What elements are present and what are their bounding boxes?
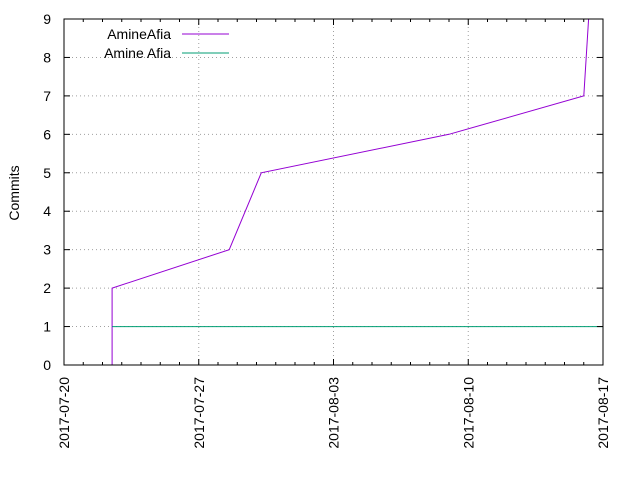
y-tick-label: 7 bbox=[43, 88, 51, 104]
y-tick-label: 2 bbox=[43, 280, 51, 296]
y-axis-title: Commits bbox=[6, 165, 22, 220]
legend: AmineAfia Amine Afia bbox=[104, 26, 229, 61]
y-tick-label: 0 bbox=[43, 357, 51, 373]
y-tick-label: 4 bbox=[43, 203, 51, 219]
x-tick-label: 2017-08-17 bbox=[595, 377, 611, 449]
series-lines bbox=[111, 18, 603, 365]
grid-lines bbox=[64, 19, 603, 365]
y-tick-label: 9 bbox=[43, 11, 51, 27]
x-tick-label: 2017-08-03 bbox=[326, 377, 342, 449]
y-tick-label: 5 bbox=[43, 165, 51, 181]
y-tick-label: 1 bbox=[43, 319, 51, 335]
y-tick-label: 3 bbox=[43, 242, 51, 258]
y-tick-label: 8 bbox=[43, 49, 51, 65]
x-tick-label: 2017-08-10 bbox=[460, 377, 476, 449]
axis-ticks: 0 1 2 3 4 5 6 7 8 9 2017-07-20 2017-07-27 2017-08-03… bbox=[43, 11, 611, 449]
series-line-1 bbox=[111, 18, 590, 365]
x-tick-label: 2017-07-27 bbox=[191, 377, 207, 449]
y-tick-label: 6 bbox=[43, 126, 51, 142]
x-tick-label: 2017-07-20 bbox=[56, 377, 72, 449]
legend-label: AmineAfia bbox=[107, 26, 171, 42]
legend-label: Amine Afia bbox=[104, 45, 171, 61]
